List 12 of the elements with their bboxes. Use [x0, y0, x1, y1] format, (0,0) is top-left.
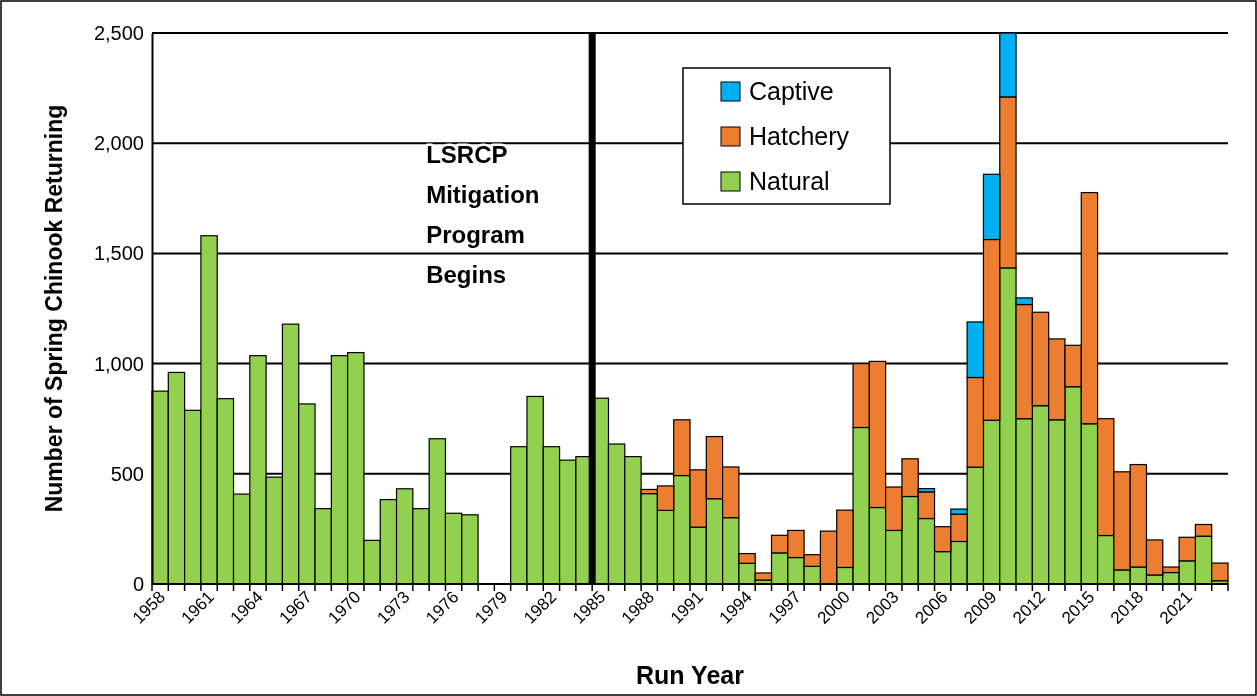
- y-tick-label: 1,000: [93, 352, 144, 375]
- legend-label: Hatchery: [749, 122, 850, 150]
- legend-label: Captive: [749, 77, 834, 105]
- y-tick-label: 1,500: [93, 242, 144, 265]
- y-tick-label: 0: [132, 572, 144, 595]
- x-axis-title: Run Year: [636, 661, 745, 689]
- legend-label: Natural: [749, 167, 830, 195]
- y-axis-title: Number of Spring Chinook Returning: [41, 104, 67, 513]
- ref-line-label: LSRCP Mitigation Program Begins: [426, 141, 540, 288]
- y-tick-label: 500: [110, 462, 144, 485]
- y-tick-label: 2,500: [93, 21, 144, 44]
- y-tick-label: 2,000: [93, 132, 144, 155]
